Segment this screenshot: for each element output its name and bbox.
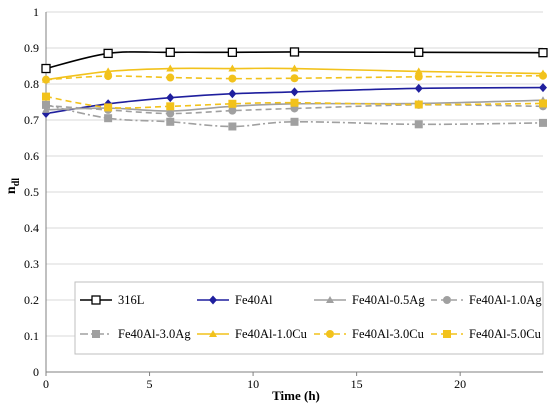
legend-label: Fe40Al (235, 293, 273, 307)
legend-label: Fe40Al-1.0Cu (235, 327, 308, 341)
x-tick-label: 20 (454, 377, 466, 391)
data-point (166, 117, 175, 126)
y-axis-title-subscript: dl (11, 178, 22, 187)
y-tick-label: 0.3 (24, 257, 39, 271)
legend-swatch-marker (326, 330, 334, 338)
x-tick-label: 0 (43, 377, 49, 391)
data-point (538, 48, 548, 58)
series-line (45, 67, 544, 81)
legend-item: Fe40Al-0.5Ag (314, 293, 425, 307)
legend-item: Fe40Al-1.0Cu (197, 327, 308, 341)
legend-item: Fe40Al-1.0Ag (431, 293, 542, 307)
y-axis-title: ndl (4, 178, 22, 194)
series-7 (42, 92, 547, 112)
series-0 (41, 47, 548, 74)
legend-label: Fe40Al-0.5Ag (352, 293, 425, 307)
y-tick-label: 0.6 (24, 149, 39, 163)
data-point (165, 47, 175, 57)
legend-item: Fe40Al-5.0Cu (431, 327, 542, 341)
tick-labels: 00.10.20.30.40.50.60.70.80.910 5 10 15 20 (24, 5, 466, 391)
data-point (228, 64, 237, 72)
series-layer (41, 47, 548, 131)
y-tick-label: 0.2 (24, 293, 39, 307)
data-point (104, 103, 113, 112)
data-point (104, 72, 113, 81)
legend: 316L Fe40Al Fe40Al-0.5Ag Fe40Al-1.0Ag Fe40Al… (74, 281, 544, 355)
legend-label: Fe40Al-3.0Ag (118, 327, 191, 341)
data-point (414, 100, 423, 109)
y-tick-label: 1 (33, 5, 39, 19)
legend-swatch-marker (209, 330, 217, 337)
data-point (103, 48, 113, 59)
data-point (104, 114, 113, 123)
legend-label: Fe40Al-1.0Ag (469, 293, 542, 307)
legend-swatch-marker (443, 330, 451, 338)
data-point (539, 83, 547, 93)
legend-swatch-marker (209, 295, 217, 305)
data-point (166, 64, 175, 72)
legend-swatch-marker (443, 296, 451, 304)
data-point (414, 47, 424, 57)
legend-label: Fe40Al-5.0Cu (469, 327, 542, 341)
legend-item: Fe40Al-3.0Cu (314, 327, 425, 341)
data-point (290, 98, 299, 107)
data-point (228, 122, 237, 131)
y-tick-label: 0.7 (24, 113, 39, 127)
data-point (42, 75, 50, 84)
legend-item: 316L (80, 293, 144, 307)
series-4 (42, 100, 547, 131)
y-tick-label: 0.5 (24, 185, 39, 199)
data-point (42, 92, 50, 101)
data-point (228, 74, 237, 83)
data-point (414, 120, 423, 129)
y-tick-label: 0.1 (24, 329, 39, 343)
data-point (539, 71, 547, 80)
data-point (539, 118, 547, 127)
y-tick-label: 0.9 (24, 41, 39, 55)
data-point (228, 89, 237, 99)
data-point (166, 73, 175, 82)
data-point (290, 87, 299, 97)
data-point (166, 93, 175, 103)
legend-label: Fe40Al-3.0Cu (352, 327, 425, 341)
data-point (228, 106, 237, 115)
legend-item: Fe40Al-3.0Ag (80, 327, 191, 341)
data-point (414, 67, 423, 75)
y-tick-label: 0.8 (24, 77, 39, 91)
data-point (290, 74, 299, 83)
x-tick-label: 5 (147, 377, 153, 391)
y-axis-title-main: n (4, 186, 19, 194)
data-point (539, 99, 547, 108)
y-tick-label: 0.4 (24, 221, 39, 235)
x-tick-label: 15 (351, 377, 363, 391)
y-tick-label: 0 (33, 365, 39, 379)
data-point (414, 72, 423, 81)
legend-label: 316L (118, 293, 144, 307)
legend-swatch-marker (326, 296, 334, 303)
legend-item: Fe40Al (197, 293, 273, 307)
data-point (228, 99, 237, 108)
legend-swatch-marker (92, 330, 100, 338)
series-6 (42, 71, 547, 84)
data-point (414, 83, 423, 93)
legend-box (74, 281, 544, 355)
data-point (290, 64, 299, 72)
legend-swatch-marker (91, 295, 101, 305)
data-point (166, 102, 175, 111)
data-point (41, 63, 51, 74)
data-point (42, 100, 50, 109)
data-point (290, 117, 299, 126)
data-point (166, 109, 175, 118)
x-tick-label: 10 (247, 377, 259, 391)
x-axis-title: Time (h) (272, 388, 320, 403)
data-point (227, 47, 238, 57)
data-point (289, 47, 300, 57)
